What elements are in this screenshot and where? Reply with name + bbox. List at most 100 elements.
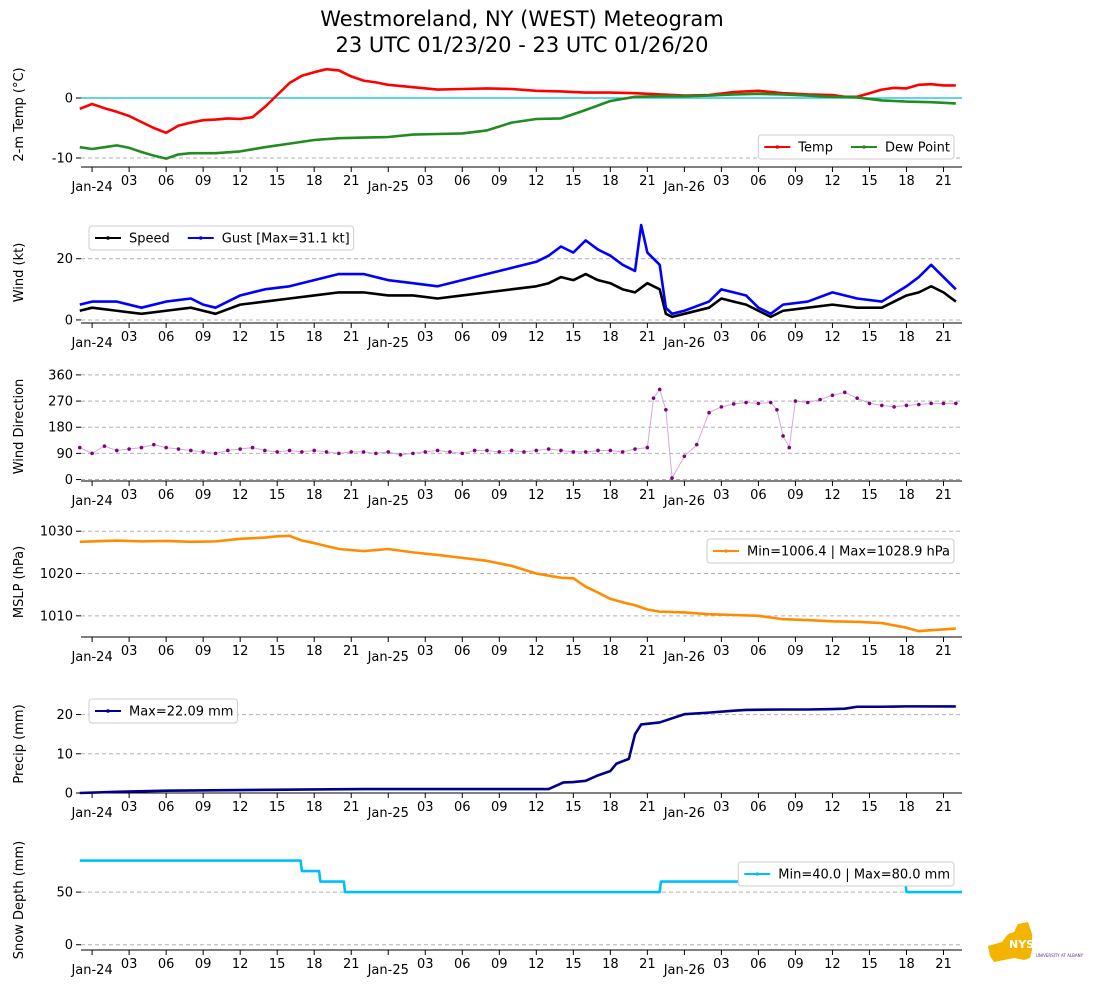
data-point [768, 400, 773, 405]
x-tick-label: 09 [195, 644, 212, 659]
legend-label: Dew Point [885, 141, 950, 156]
legend-label: Temp [797, 141, 833, 156]
x-tick-label: 21 [343, 800, 360, 815]
data-point [645, 445, 650, 450]
y-axis-label: 2-m Temp (°C) [12, 67, 27, 161]
data-point [522, 450, 526, 454]
data-point [189, 448, 193, 453]
x-tick-label: Jan-25 [367, 650, 409, 665]
data-point [164, 445, 168, 450]
new-york-state-icon [988, 922, 1032, 962]
y-tick-label: 1020 [40, 567, 73, 582]
x-tick-label: 09 [195, 488, 212, 503]
legend: Min=1006.4 | Max=1028.9 hPa [706, 538, 955, 564]
x-tick-label: 21 [935, 174, 952, 189]
x-tick-label: 09 [491, 488, 508, 503]
data-point [904, 403, 909, 408]
x-tick-label: 18 [898, 957, 915, 972]
legend-label: Min=1006.4 | Max=1028.9 hPa [747, 545, 950, 560]
legend: Speed Gust [Max=31.1 kt] [88, 225, 355, 251]
series-line [79, 223, 957, 316]
data-point [633, 447, 637, 451]
x-tick-label: 15 [565, 957, 582, 972]
data-point [867, 401, 872, 406]
y-tick-label: -10 [52, 152, 73, 167]
x-tick-label: Jan-26 [663, 963, 705, 978]
panel-3: Jan-24 03 06 09 12 15 18 21 Jan-25 03 06 09 12 15 18 21… [12, 368, 962, 509]
x-tick-label: 18 [306, 957, 323, 972]
legend-marker [755, 872, 760, 876]
x-tick-label: 15 [861, 174, 878, 189]
x-tick-label: 18 [898, 800, 915, 815]
x-tick-label: 12 [528, 644, 545, 659]
x-tick-label: 06 [158, 330, 175, 345]
legend-box [88, 225, 355, 251]
series-connector [79, 388, 956, 480]
x-tick-label: 03 [417, 330, 434, 345]
data-point [534, 448, 539, 453]
nys-mesonet-logo: NYS Mesonet UNIVERSITY AT ALBANY [984, 920, 1091, 968]
x-tick-label: Jan-25 [367, 494, 409, 509]
legend-marker [106, 709, 110, 713]
data-point [435, 448, 440, 453]
x-tick-label: 21 [639, 644, 656, 659]
series-line [79, 534, 956, 633]
x-tick-label: Jan-24 [70, 180, 112, 195]
data-point [337, 451, 341, 456]
x-tick-label: 06 [454, 644, 471, 659]
x-tick-label: 15 [565, 488, 582, 503]
x-tick-label: 09 [195, 330, 212, 345]
legend-label: Min=40.0 | Max=80.0 mm [778, 868, 950, 883]
x-tick-label: Jan-24 [70, 806, 112, 821]
data-point [917, 402, 921, 407]
y-tick-label: 270 [48, 395, 73, 410]
x-tick-label: 18 [602, 644, 619, 659]
x-tick-label: 03 [121, 174, 138, 189]
legend-label: Speed [129, 232, 170, 247]
data-point [448, 450, 452, 454]
y-tick-label: 360 [48, 368, 73, 383]
y-axis-label: Wind (kt) [12, 243, 27, 303]
data-point [546, 447, 551, 451]
x-tick-label: 09 [491, 957, 508, 972]
data-point [139, 445, 144, 450]
x-tick-label: 12 [824, 488, 841, 503]
data-point [90, 451, 94, 456]
x-tick-label: 03 [713, 174, 730, 189]
y-tick-label: 0 [65, 473, 73, 488]
data-point [657, 387, 662, 392]
data-point [460, 451, 465, 456]
x-tick-label: 03 [713, 488, 730, 503]
x-tick-label: 09 [491, 330, 508, 345]
x-tick-label: 21 [935, 957, 952, 972]
x-tick-label: 06 [158, 800, 175, 815]
x-tick-label: Jan-26 [663, 336, 705, 351]
x-tick-label: 09 [491, 174, 508, 189]
x-tick-label: 21 [639, 957, 656, 972]
legend-marker [724, 549, 728, 553]
x-tick-label: 18 [898, 174, 915, 189]
x-tick-label: 06 [454, 330, 471, 345]
x-tick-label: 15 [269, 644, 286, 659]
x-tick-label: 03 [417, 644, 434, 659]
x-tick-label: 18 [306, 174, 323, 189]
y-axis-label: MSLP (hPa) [12, 546, 27, 618]
x-tick-label: 21 [639, 800, 656, 815]
logo-subtext: UNIVERSITY AT ALBANY [1036, 953, 1084, 958]
x-tick-label: 12 [528, 174, 545, 189]
x-tick-label: Jan-25 [367, 336, 409, 351]
x-tick-label: 21 [343, 644, 360, 659]
x-tick-label: 03 [121, 488, 138, 503]
x-tick-label: 06 [750, 644, 767, 659]
x-tick-label: 12 [232, 644, 249, 659]
x-tick-label: Jan-26 [663, 494, 705, 509]
x-tick-label: 09 [787, 488, 804, 503]
x-tick-label: 03 [417, 957, 434, 972]
y-tick-label: 20 [56, 708, 73, 723]
x-tick-label: 09 [195, 957, 212, 972]
data-point [929, 401, 933, 406]
y-tick-label: 50 [56, 886, 73, 901]
data-point [670, 476, 674, 480]
data-point [349, 450, 354, 454]
